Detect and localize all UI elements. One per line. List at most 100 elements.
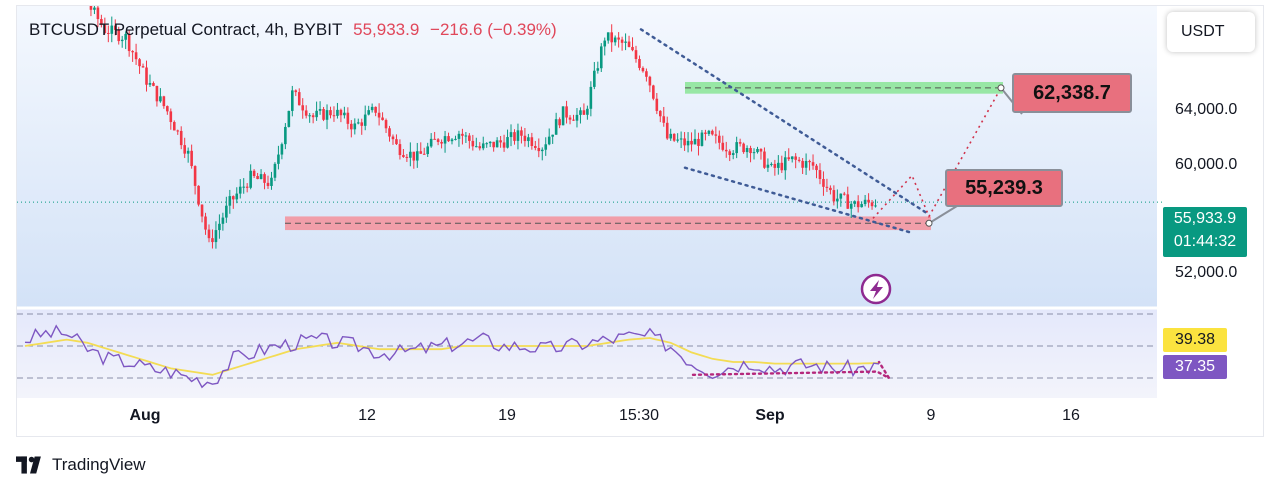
chart-frame[interactable]: BTCUSDT Perpetual Contract, 4h, BYBIT 55… <box>16 5 1264 437</box>
candle-body <box>787 157 791 160</box>
candle-body <box>172 122 176 131</box>
candle-body <box>801 160 804 168</box>
candle-body <box>370 106 374 111</box>
projection-point-low <box>925 219 933 227</box>
candle-body <box>339 109 343 116</box>
candle-body <box>218 223 221 231</box>
candle-body <box>707 130 711 134</box>
candle-body <box>620 39 624 43</box>
candle-body <box>499 140 502 143</box>
candle-body <box>874 205 877 207</box>
candle-body <box>485 143 489 145</box>
candle-body <box>492 141 495 148</box>
candle-body <box>735 142 738 154</box>
candle-body <box>752 152 756 154</box>
candle-body <box>270 177 273 186</box>
time-axis-label: 19 <box>498 407 516 424</box>
candle-body <box>155 85 159 102</box>
candle-body <box>384 120 388 129</box>
candle-body <box>204 216 207 230</box>
candle-body <box>641 67 645 72</box>
candle-body <box>235 193 239 200</box>
candle-body <box>568 117 572 120</box>
candle-body <box>440 141 443 144</box>
candle-body <box>166 106 169 112</box>
candle-body <box>783 157 787 171</box>
candle-body <box>412 151 416 161</box>
candle-body <box>447 136 450 142</box>
candle-body <box>683 138 686 146</box>
candle-body <box>356 122 360 124</box>
current-price-tag: 55,933.9 01:44:32 <box>1163 207 1247 257</box>
candle-body <box>731 153 735 156</box>
candle-body <box>551 134 554 137</box>
candle-body <box>672 133 676 141</box>
candle-body <box>429 138 433 147</box>
candle-body <box>655 98 659 111</box>
candle-body <box>325 110 329 120</box>
candle-body <box>395 139 398 145</box>
candle-body <box>756 148 759 153</box>
candle-body <box>794 156 797 160</box>
target-low-callout: 55,239.3 <box>945 169 1063 207</box>
candle-body <box>815 165 818 171</box>
time-axis-label: Aug <box>129 407 161 424</box>
rsi-divergence-line <box>691 360 893 382</box>
candle-body <box>377 112 381 118</box>
candle-body <box>249 170 252 188</box>
candle-body <box>745 147 749 153</box>
candle-body <box>839 193 843 199</box>
candle-body <box>832 190 836 202</box>
candle-body <box>110 25 114 34</box>
candle-body <box>818 170 822 179</box>
candle-body <box>652 85 655 99</box>
candle-body <box>645 71 648 77</box>
candle-body <box>679 138 683 140</box>
currency-button[interactable]: USDT <box>1167 12 1255 52</box>
candle-body <box>475 146 478 148</box>
time-axis-label: Sep <box>755 407 785 424</box>
candle-body <box>127 33 131 52</box>
candle-body <box>842 193 846 195</box>
candle-body <box>610 32 613 43</box>
chart-canvas[interactable] <box>17 6 1264 437</box>
candle-body <box>301 105 305 111</box>
candle-body <box>402 155 405 157</box>
candle-body <box>176 130 180 132</box>
candle-body <box>627 41 631 47</box>
footer: TradingView <box>16 455 146 475</box>
candle-body <box>148 83 152 85</box>
projection-point-high <box>997 84 1005 92</box>
resistance-zone <box>685 81 1003 94</box>
candle-body <box>870 202 874 207</box>
candle-body <box>863 199 867 205</box>
candle-body <box>527 137 530 142</box>
candle-body <box>770 163 773 165</box>
candle-body <box>648 76 652 86</box>
candle-body <box>405 156 409 158</box>
candle-body <box>422 153 426 155</box>
candle-body <box>724 149 728 152</box>
candle-body <box>520 130 523 136</box>
price-change: −216.6 (−0.39%) <box>430 20 557 39</box>
candle-body <box>846 194 850 209</box>
candle-body <box>759 148 763 152</box>
candle-body <box>603 40 607 47</box>
candle-body <box>93 7 96 10</box>
candle-body <box>634 50 638 60</box>
candle-body <box>245 186 249 188</box>
price-axis-label: 60,000.0 <box>1175 156 1238 173</box>
candle-body <box>183 145 186 154</box>
candle-body <box>113 25 117 30</box>
candle-body <box>711 130 714 135</box>
candle-body <box>450 139 454 142</box>
candle-body <box>391 136 395 140</box>
current-price-value: 55,933.9 <box>1173 210 1237 227</box>
candle-body <box>558 119 561 126</box>
candle-body <box>540 149 544 152</box>
candle-body <box>138 59 141 67</box>
candle-body <box>238 186 242 194</box>
candle-body <box>617 37 620 40</box>
candle-body <box>718 135 721 143</box>
candle-body <box>131 51 134 53</box>
